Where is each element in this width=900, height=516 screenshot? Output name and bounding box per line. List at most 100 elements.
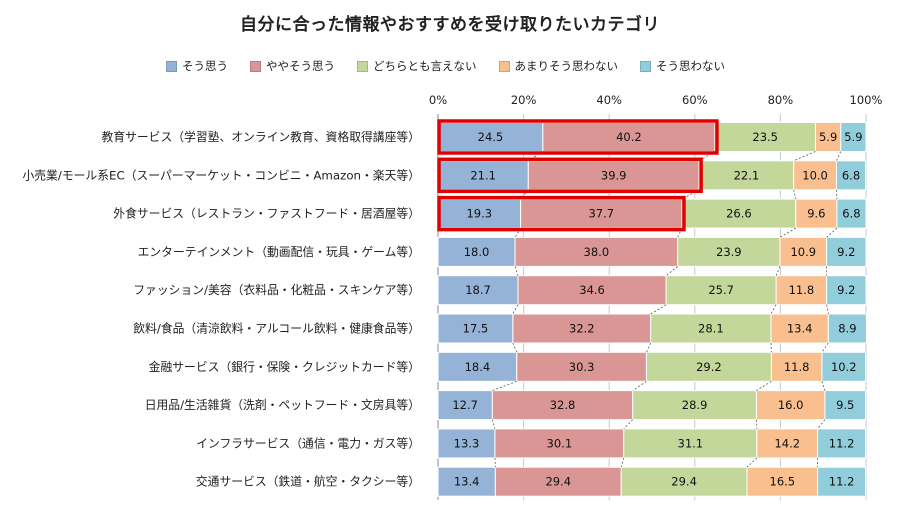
bar-segment xyxy=(775,275,828,306)
legend-label: あまりそう思わない xyxy=(514,59,619,73)
legend-swatch xyxy=(166,60,177,72)
legend-item: どちらとも言えない xyxy=(357,58,477,74)
data-label: 26.6 xyxy=(726,207,752,221)
bar-segment xyxy=(665,275,777,306)
bar-segment xyxy=(517,275,667,306)
bar-segment xyxy=(826,236,867,267)
bar-segment xyxy=(677,236,781,267)
data-label: 31.1 xyxy=(678,436,704,450)
series-connector-line xyxy=(746,457,758,468)
data-label: 9.5 xyxy=(836,398,854,412)
series-connector-line xyxy=(514,266,519,276)
data-label: 16.0 xyxy=(778,398,804,412)
data-label: 11.2 xyxy=(829,475,855,489)
category-label: 教育サービス（学習塾、オンライン教育、資格取得講座等） xyxy=(101,130,420,144)
data-label: 29.4 xyxy=(671,475,697,489)
bar-segment xyxy=(827,313,867,344)
data-label: 11.8 xyxy=(784,360,810,374)
series-connector-line xyxy=(826,227,838,238)
bar-segment xyxy=(494,466,622,497)
data-label: 11.8 xyxy=(789,283,815,297)
data-label: 10.2 xyxy=(831,360,857,374)
x-tick-label: 100% xyxy=(850,93,883,107)
x-tick-label: 0% xyxy=(429,93,447,107)
bar-segment xyxy=(512,313,652,344)
x-tick-label: 60% xyxy=(682,93,708,107)
chart-title: 自分に合った情報やおすすめを受け取りたいカテゴリ xyxy=(240,15,660,35)
series-connector-line xyxy=(793,151,816,162)
legend-item: そう思わない xyxy=(640,58,725,74)
bar-segment xyxy=(632,390,757,421)
data-label: 5.9 xyxy=(844,130,862,144)
bar-segment xyxy=(645,351,772,382)
category-label: エンターテインメント（動画配信・玩具・ゲーム等） xyxy=(138,245,420,259)
series-connector-line xyxy=(821,342,829,353)
series-connector-line xyxy=(632,380,647,391)
x-tick-label: 40% xyxy=(596,93,622,107)
data-label: 5.9 xyxy=(819,130,837,144)
data-label: 14.2 xyxy=(774,436,800,450)
bar-segment xyxy=(835,160,867,191)
bar-segment xyxy=(770,351,823,382)
data-label: 9.6 xyxy=(807,207,825,221)
category-label: 小売業/モール系EC（スーパーマーケット・コンビニ・Amazon・楽天等） xyxy=(22,168,420,182)
data-label: 29.4 xyxy=(545,475,571,489)
bar-segment xyxy=(437,351,518,382)
category-label: ファッション/美容（衣料品・化粧品・スキンケア等） xyxy=(133,283,420,297)
legend: そう思う ややそう思う どちらとも言えない あまりそう思わない そう思わない xyxy=(166,58,725,74)
legend-item: そう思う xyxy=(166,58,228,74)
data-label: 9.2 xyxy=(837,245,855,259)
category-label: 交通サービス（鉄道・航空・タクシー等） xyxy=(196,475,420,489)
bar-segment xyxy=(755,390,826,421)
series-connector-line xyxy=(623,419,634,430)
category-label: 金融サービス（銀行・保険・クレジットカード等） xyxy=(149,360,420,374)
bar-segment xyxy=(795,198,838,229)
legend-item: あまりそう思わない xyxy=(498,58,619,74)
data-label: 23.9 xyxy=(716,245,742,259)
bar-segment xyxy=(650,313,772,344)
data-label: 21.1 xyxy=(470,168,496,182)
series-connector-line xyxy=(756,380,772,391)
data-label: 28.1 xyxy=(698,322,724,336)
data-label: 6.8 xyxy=(842,207,860,221)
data-label: 11.2 xyxy=(829,436,855,450)
series-connector-line xyxy=(492,380,517,391)
series-connector-line xyxy=(646,342,652,353)
series-connector-line xyxy=(528,151,544,162)
data-label: 23.5 xyxy=(752,130,778,144)
data-label: 13.4 xyxy=(787,322,813,336)
data-label: 30.3 xyxy=(569,360,595,374)
bar-segment xyxy=(779,236,828,267)
bar-segment xyxy=(527,160,700,191)
data-label: 18.7 xyxy=(465,283,491,297)
x-tick-label: 20% xyxy=(511,93,537,107)
data-label: 18.4 xyxy=(465,360,491,374)
data-label: 30.1 xyxy=(547,436,573,450)
bar-segment xyxy=(698,160,795,191)
data-label: 17.5 xyxy=(463,322,489,336)
bar-segment xyxy=(826,275,867,306)
legend-label: そう思わない xyxy=(656,59,725,73)
bar-segment xyxy=(770,313,829,344)
data-label: 13.4 xyxy=(454,475,480,489)
bar-segment xyxy=(746,466,819,497)
x-tick-label: 80% xyxy=(768,93,794,107)
series-connector-line xyxy=(491,419,496,430)
bar-segment xyxy=(814,122,842,152)
bar-segment xyxy=(840,122,867,152)
series-connector-line xyxy=(775,266,781,276)
data-label: 28.9 xyxy=(682,398,708,412)
category-label: インフラサービス（通信・電力・ガス等） xyxy=(196,436,420,450)
bar-segment xyxy=(714,122,816,152)
series-connector-line xyxy=(770,304,777,315)
bar-segment xyxy=(793,160,837,191)
bar-segment xyxy=(623,428,758,459)
bar-segment xyxy=(437,390,493,421)
data-label: 25.7 xyxy=(708,283,734,297)
data-label: 6.8 xyxy=(842,168,860,182)
data-label: 10.0 xyxy=(802,168,828,182)
series-connector-line xyxy=(698,151,716,162)
category-label: 飲料/食品（清涼飲料・アルコール飲料・健康食品等） xyxy=(133,322,420,336)
bar-segment xyxy=(681,198,797,229)
